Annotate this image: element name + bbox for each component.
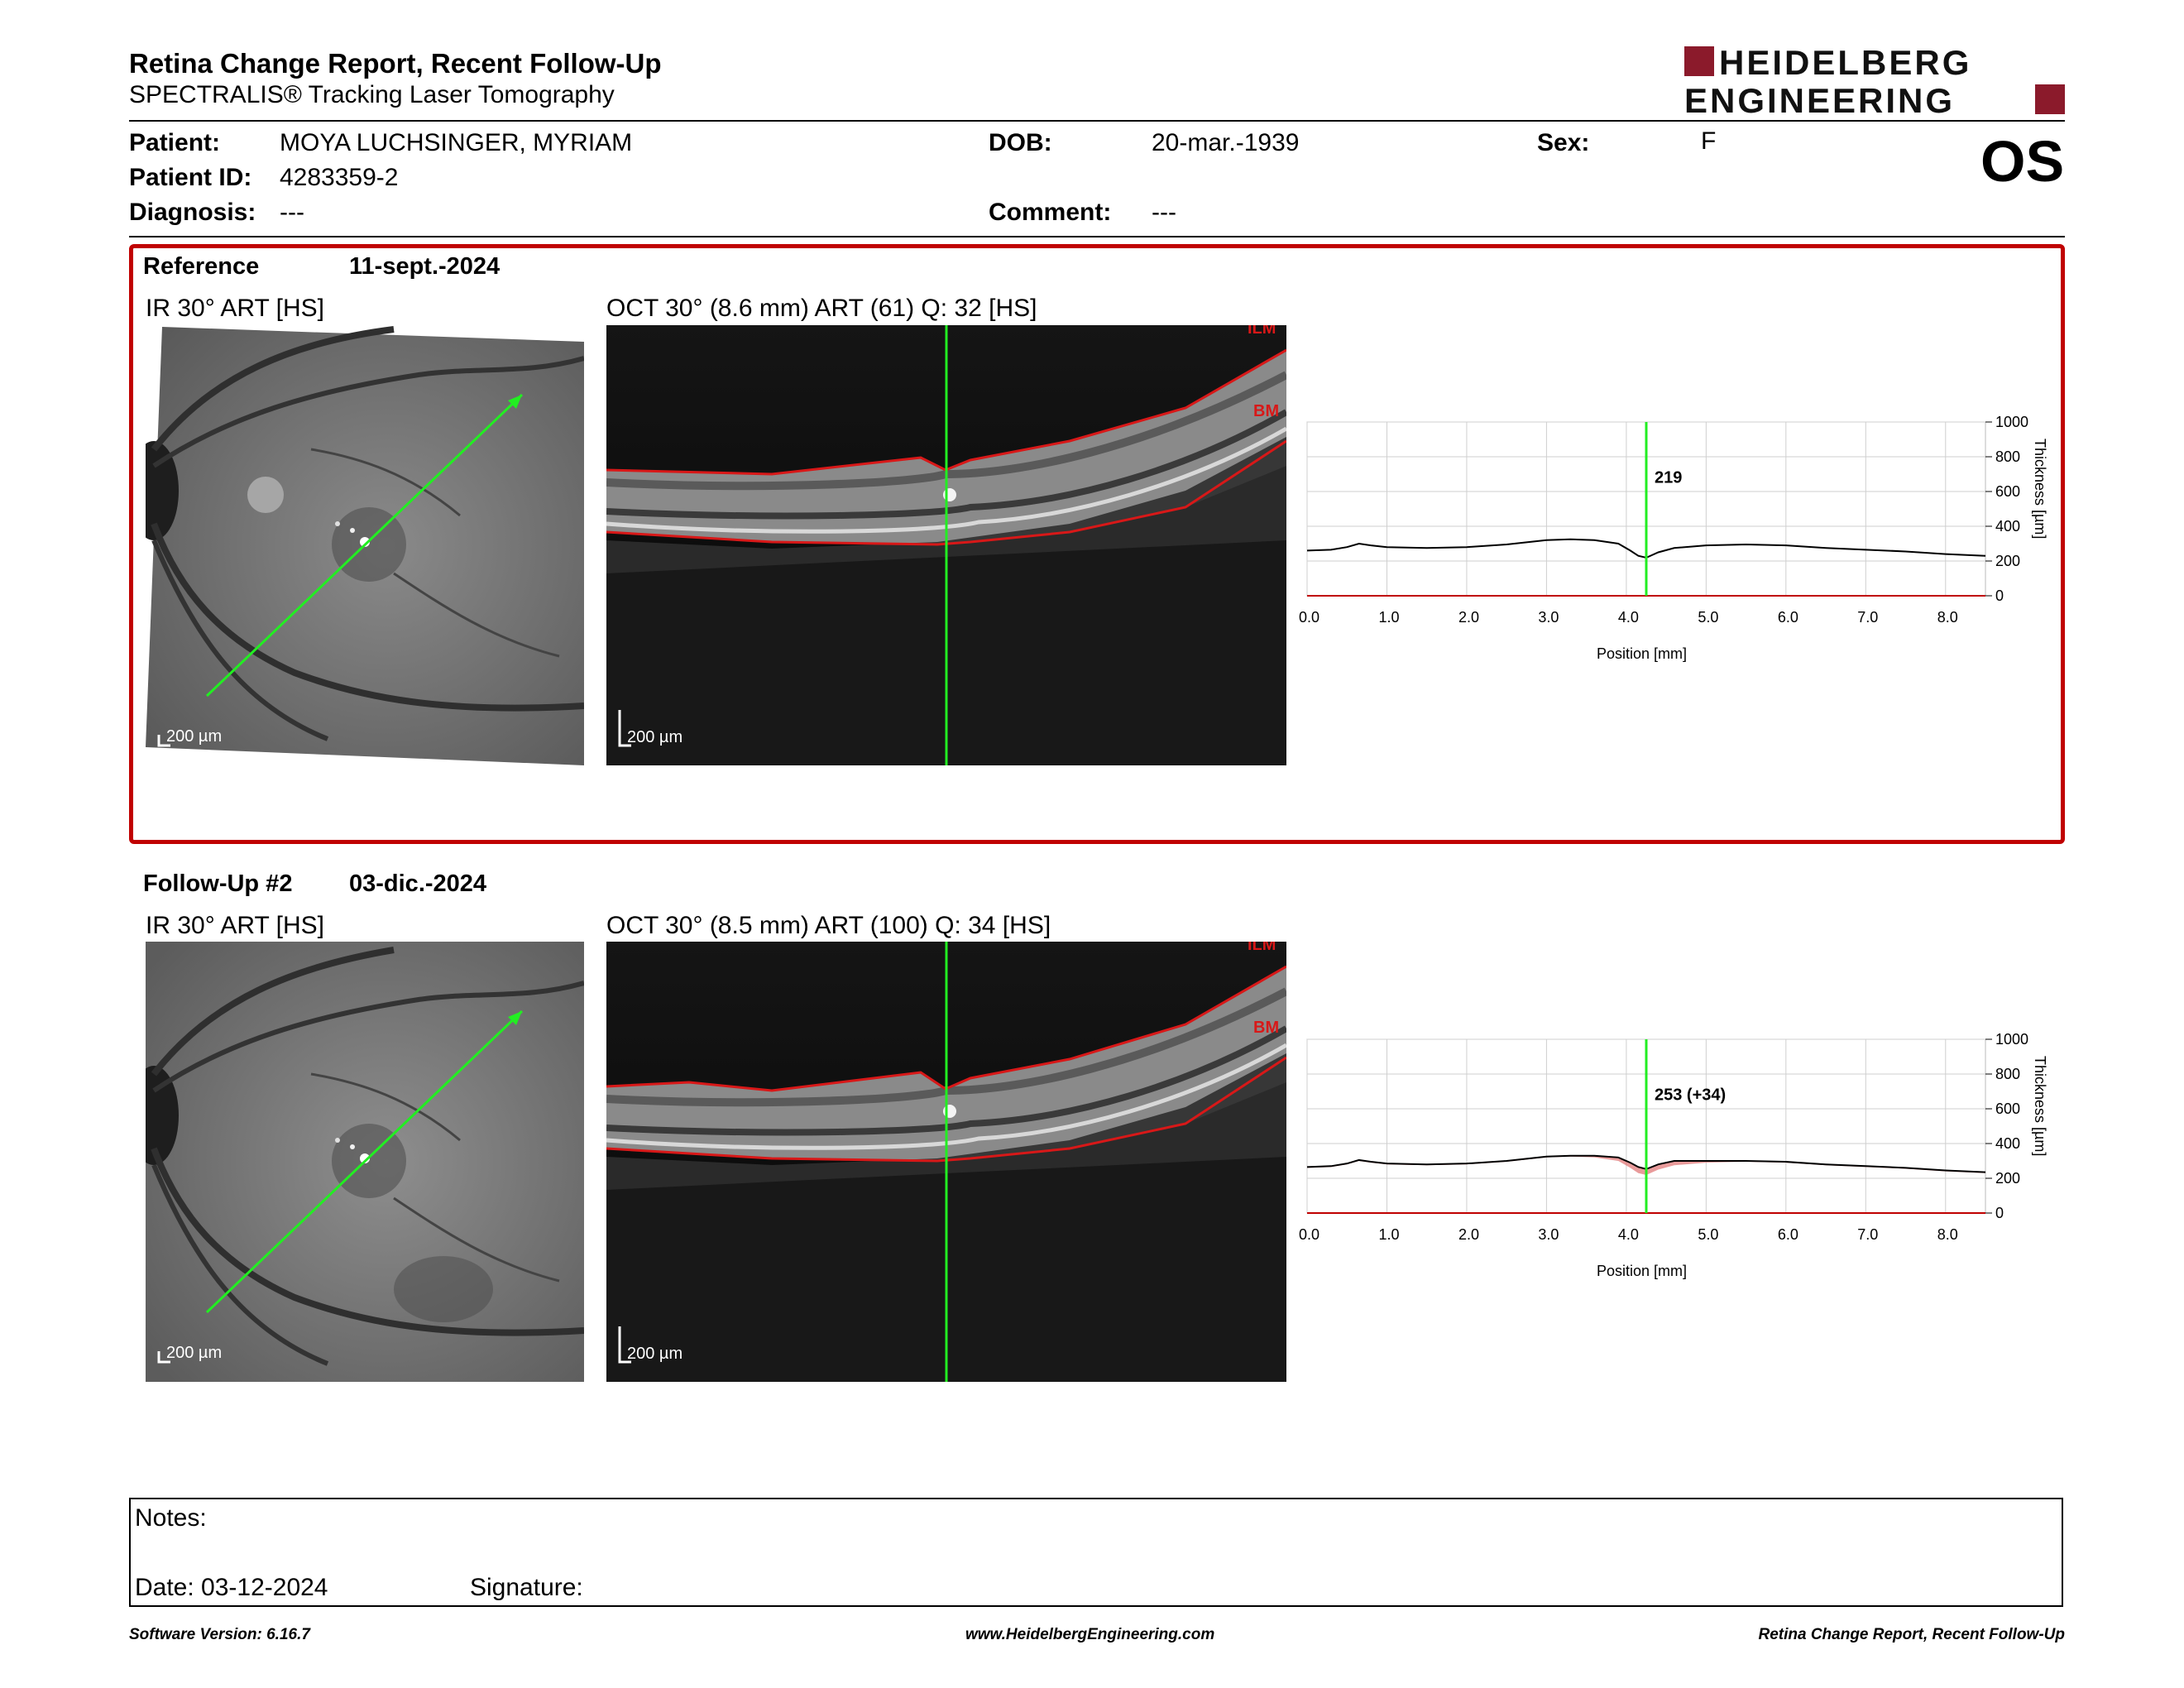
x-tick-label: 5.0 [1698,1226,1718,1243]
patient-name: MOYA LUCHSINGER, MYRIAM [280,129,633,156]
reference-section-box [129,244,2065,844]
x-tick-label: 4.0 [1618,609,1639,626]
y-tick-label: 600 [1995,483,2020,500]
x-tick-label: 3.0 [1538,1226,1559,1243]
followup-ir-scale: 200 µm [166,1344,222,1362]
comment-value: --- [1152,199,1176,226]
y-tick-label: 200 [1995,553,2020,569]
y-tick-label: 400 [1995,518,2020,535]
footer-software-version: Software Version: 6.16.7 [129,1626,310,1643]
report-title: Retina Change Report, Recent Follow-Up [129,48,662,79]
cursor-thickness-label: 253 (+34) [1655,1086,1726,1105]
patient-label: Patient: [129,129,221,156]
x-axis-label: Position [mm] [1597,1263,1687,1279]
x-tick-label: 6.0 [1778,1226,1798,1243]
y-tick-label: 800 [1995,1066,2020,1082]
y-tick-label: 1000 [1995,414,2028,430]
x-tick-label: 3.0 [1538,609,1559,626]
cursor-thickness-label: 219 [1655,469,1682,487]
followup-oct-image: ILM BM 200 µm [606,942,1286,1382]
x-tick-label: 0.0 [1299,1226,1320,1243]
reference-oct-image: ILM BM 200 µm [606,325,1286,765]
reference-label: Reference [143,253,260,280]
patient-id: 4283359-2 [280,164,399,191]
reference-oct-label: OCT 30° (8.6 mm) ART (61) Q: 32 [HS] [606,295,1037,322]
sex-label: Sex: [1537,129,1590,156]
reference-bm-label: BM [1253,402,1279,420]
x-tick-label: 2.0 [1458,1226,1479,1243]
x-tick-label: 1.0 [1378,609,1399,626]
y-tick-label: 800 [1995,448,2020,465]
followup-label: Follow-Up #2 [143,870,293,897]
thickness-line [1306,538,1986,559]
x-tick-label: 7.0 [1857,609,1878,626]
y-tick-label: 600 [1995,1101,2020,1117]
logo-text-bottom: ENGINEERING [1684,81,1955,117]
x-axis-label: Position [mm] [1597,645,1687,662]
followup-oct-label: OCT 30° (8.5 mm) ART (100) Q: 34 [HS] [606,912,1051,939]
followup-bm-label: BM [1253,1019,1279,1037]
y-tick-label: 400 [1995,1135,2020,1152]
heidelberg-logo: HEIDELBERG ENGINEERING [1684,43,2065,120]
x-tick-label: 8.0 [1937,1226,1958,1243]
patient-id-label: Patient ID: [129,164,252,191]
followup-ir-label: IR 30° ART [HS] [146,912,324,939]
followup-ilm-label: ILM [1248,942,1276,954]
reference-date: 11-sept.-2024 [349,253,500,280]
x-tick-label: 2.0 [1458,609,1479,626]
sex-value: F [1701,127,1717,155]
patient-divider [129,236,2065,237]
x-tick-label: 7.0 [1857,1226,1878,1243]
comment-label: Comment: [989,199,1112,226]
thickness-line [1306,1154,1986,1173]
y-axis-label: Thickness [µm] [2032,1056,2048,1156]
x-tick-label: 4.0 [1618,1226,1639,1243]
dob-value: 20-mar.-1939 [1152,129,1300,156]
y-tick-label: 0 [1995,1205,2004,1221]
report-subtitle: SPECTRALIS® Tracking Laser Tomography [129,81,615,108]
reference-ir-label: IR 30° ART [HS] [146,295,324,322]
x-tick-label: 6.0 [1778,609,1798,626]
footer-website[interactable]: www.HeidelbergEngineering.com [965,1626,1215,1643]
diagnosis-label: Diagnosis: [129,199,256,226]
footer-report-name: Retina Change Report, Recent Follow-Up [1758,1626,2065,1643]
eye-indicator: OS [1980,129,2065,194]
x-tick-label: 1.0 [1378,1226,1399,1243]
x-tick-label: 5.0 [1698,609,1718,626]
x-tick-label: 8.0 [1937,609,1958,626]
reference-ir-image: 200 µm [146,325,584,765]
signature-label: Signature: [470,1574,583,1601]
diagnosis-value: --- [280,199,304,226]
reference-ir-scale: 200 µm [166,727,222,746]
followup-ir-image: 200 µm [146,942,584,1382]
notes-date: Date: 03-12-2024 [135,1574,328,1601]
followup-date: 03-dic.-2024 [349,870,487,897]
notes-label: Notes: [135,1504,207,1532]
followup-oct-scale: 200 µm [627,1345,682,1363]
reference-oct-scale: 200 µm [627,728,682,746]
logo-text-top: HEIDELBERG [1719,43,1971,82]
y-tick-label: 1000 [1995,1031,2028,1048]
header-divider [129,120,2065,122]
y-axis-label: Thickness [µm] [2032,439,2048,539]
followup-thickness-chart: 0.0 1.0 2.0 3.0 4.0 5.0 6.0 7.0 8.0 0 200 400 600 800… [1291,1023,2085,1304]
reference-ilm-label: ILM [1248,325,1276,338]
x-tick-label: 0.0 [1299,609,1320,626]
reference-thickness-chart: 0.0 1.0 2.0 3.0 4.0 5.0 6.0 7.0 8.0 0 200 400 600 800… [1291,405,2085,687]
y-tick-label: 0 [1995,587,2004,604]
notes-box [129,1498,2063,1607]
dob-label: DOB: [989,129,1052,156]
y-tick-label: 200 [1995,1170,2020,1187]
